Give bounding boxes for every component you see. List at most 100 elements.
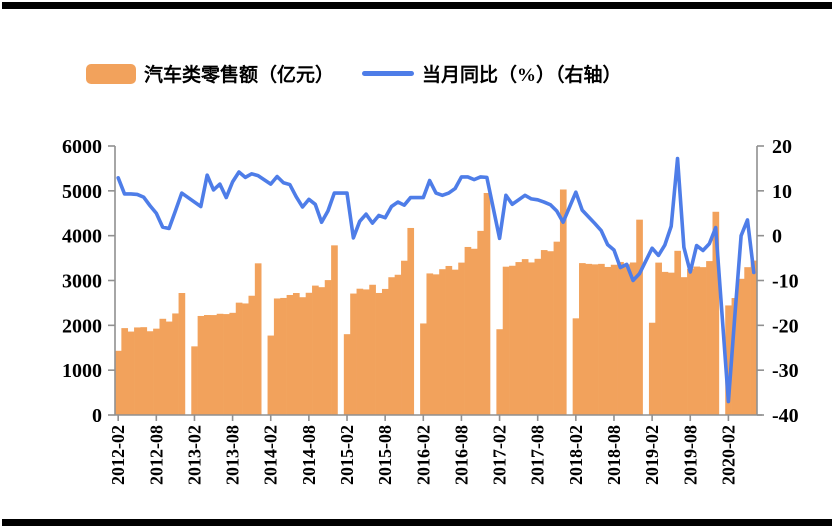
- bar-2014-10: [318, 287, 326, 415]
- bar-2013-09: [235, 302, 243, 415]
- right-axis-label: 10: [772, 181, 792, 203]
- x-axis-label-2014-08: 2014-08: [299, 425, 319, 485]
- left-axis-label: 3000: [62, 271, 102, 293]
- x-axis-label-2016-02: 2016-02: [413, 425, 433, 485]
- bar-2019-07: [680, 277, 688, 415]
- bar-2017-08: [534, 258, 542, 415]
- bar-2013-04: [203, 315, 211, 415]
- bar-2019-03: [655, 262, 662, 415]
- bar-2016-04: [432, 274, 440, 415]
- x-axis-label-2017-08: 2017-08: [528, 425, 548, 485]
- bar-2020-03: [731, 298, 739, 415]
- axis-tick-labels: 0 1000 2000 3000 4000 5000 6000 -40 -30 -20 -10 0 10…: [62, 136, 799, 485]
- bar-2014-04: [280, 297, 287, 415]
- bar-2015-08: [381, 288, 389, 415]
- bar-2014-08: [305, 292, 313, 415]
- x-axis-label-2013-08: 2013-08: [223, 425, 243, 485]
- left-axis-label: 1000: [62, 360, 102, 382]
- bar-2014-12: [331, 245, 338, 415]
- bar-2016-12: [483, 192, 491, 415]
- chart-legend: 汽车类零售额（亿元） 当月同比（%）（右轴）: [86, 60, 622, 87]
- bar-2013-05: [210, 315, 218, 415]
- bar-2019-08: [687, 268, 694, 415]
- x-axis-label-2012-08: 2012-08: [146, 425, 166, 485]
- legend-item-retail-sales: 汽车类零售额（亿元）: [86, 60, 334, 87]
- right-axis-label: -40: [772, 405, 799, 427]
- bar-2016-06: [445, 265, 453, 415]
- bar-2016-02: [420, 323, 427, 415]
- bar-2016-09: [464, 246, 472, 415]
- bar-2019-11: [706, 261, 713, 415]
- right-axis-label: -20: [772, 315, 799, 337]
- legend-label-retail-sales: 汽车类零售额（亿元）: [144, 65, 335, 86]
- bar-2014-09: [312, 285, 319, 415]
- bar-2012-12: [178, 293, 186, 415]
- bar-2015-07: [375, 292, 383, 415]
- right-axis-label: -30: [772, 360, 799, 382]
- axes: [108, 145, 764, 421]
- x-axis-label-2019-08: 2019-08: [680, 425, 700, 485]
- bar-2012-10: [165, 321, 173, 415]
- bar-2020-04: [737, 278, 745, 415]
- bar-2015-10: [394, 274, 402, 415]
- bar-2012-02: [115, 350, 122, 415]
- bar-2017-04: [509, 265, 516, 415]
- bar-2013-02: [191, 346, 198, 415]
- left-axis-label: 6000: [62, 136, 102, 158]
- bar-2019-02: [648, 322, 656, 415]
- bar-2017-10: [547, 251, 554, 415]
- x-axis-label-2018-02: 2018-02: [566, 425, 586, 485]
- bar-2016-05: [439, 269, 446, 415]
- bar-2018-10: [623, 264, 631, 415]
- bar-2019-09: [693, 266, 701, 415]
- bar-2015-04: [356, 288, 364, 415]
- bar-2017-11: [553, 241, 561, 415]
- bar-2014-06: [292, 293, 300, 415]
- bar-2013-08: [229, 312, 237, 415]
- bar-2015-06: [369, 284, 376, 415]
- bar-2019-04: [661, 271, 669, 415]
- bar-2018-02: [572, 318, 580, 415]
- bar-2012-05: [134, 327, 141, 415]
- right-axis-label: 20: [772, 136, 792, 158]
- x-axis-label-2016-08: 2016-08: [451, 425, 471, 485]
- bar-2018-03: [579, 263, 586, 415]
- bar-2019-06: [674, 250, 682, 415]
- x-axis-label-2020-02: 2020-02: [718, 425, 738, 485]
- bar-2012-06: [140, 327, 148, 415]
- bar-2014-02: [267, 335, 275, 415]
- bar-2018-04: [585, 263, 593, 415]
- bar-2012-07: [146, 331, 154, 415]
- yoy-line-series: [116, 156, 756, 404]
- bar-2012-04: [127, 331, 135, 415]
- bar-2013-10: [242, 303, 249, 415]
- bar-2015-03: [350, 293, 357, 415]
- bar-2016-07: [451, 269, 459, 415]
- bar-2017-09: [540, 250, 548, 415]
- bar-2019-10: [699, 267, 707, 415]
- bar-2020-02: [725, 305, 732, 415]
- bar-2014-11: [324, 280, 332, 415]
- left-axis-label: 2000: [62, 315, 102, 337]
- bar-2013-07: [223, 314, 230, 415]
- bar-series-retail-sales: [115, 189, 758, 415]
- bar-2018-12: [636, 219, 643, 415]
- bar-2016-08: [458, 262, 465, 415]
- top-divider-rule: [2, 2, 832, 9]
- bar-2014-03: [273, 298, 281, 415]
- bar-2015-05: [362, 289, 370, 415]
- bar-2017-02: [496, 329, 504, 415]
- bar-2012-11: [172, 313, 179, 415]
- x-axis-label-2015-08: 2015-08: [375, 425, 395, 485]
- bar-2015-02: [343, 334, 351, 415]
- x-axis-label-2014-02: 2014-02: [261, 425, 281, 485]
- bar-2017-05: [515, 262, 523, 415]
- x-axis-label-2019-02: 2019-02: [642, 425, 662, 485]
- bar-2016-03: [426, 273, 434, 415]
- legend-label-yoy: 当月同比（%）（右轴）: [422, 65, 622, 86]
- bar-2015-09: [388, 277, 395, 415]
- bar-2018-07: [604, 266, 612, 415]
- bar-2013-03: [197, 315, 205, 415]
- left-axis-label: 0: [92, 405, 102, 427]
- bar-series-swatch: [86, 63, 136, 84]
